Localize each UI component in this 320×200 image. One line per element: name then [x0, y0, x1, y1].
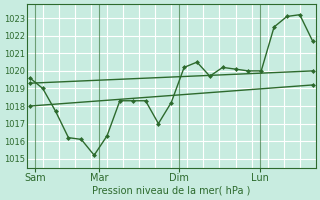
X-axis label: Pression niveau de la mer( hPa ): Pression niveau de la mer( hPa ): [92, 186, 251, 196]
